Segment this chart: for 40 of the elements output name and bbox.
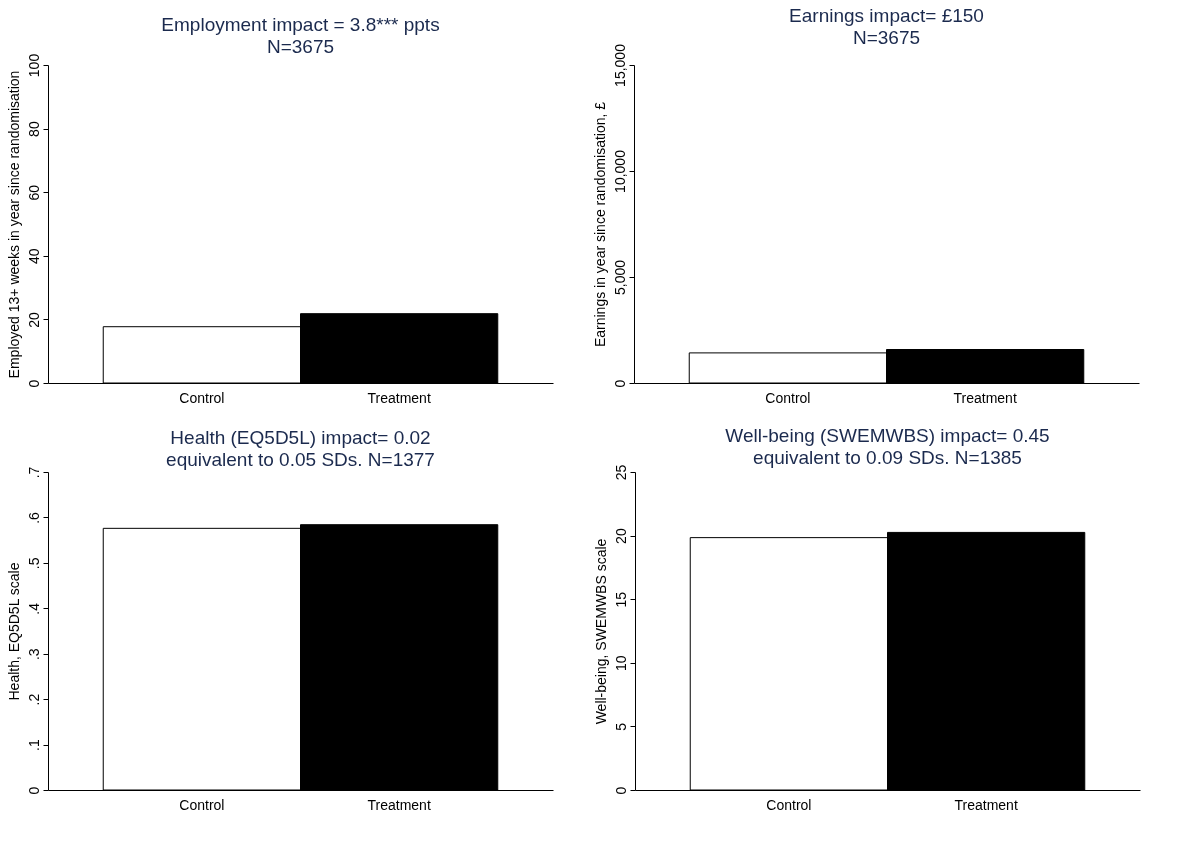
y-tick-label: 5 [612,722,629,731]
y-tick-label: 15,000 [611,43,628,87]
x-tick-label: Control [179,389,225,406]
x-tick-label: Treatment [954,796,1018,813]
x-tick-label: Treatment [367,389,431,406]
y-tick-label: 0 [25,786,42,795]
y-tick-label: 10 [612,655,629,672]
y-tick-label: 25 [612,464,629,481]
y-axis-title: Employed 13+ weeks in year since randomisation [5,70,22,379]
y-tick-label: 0 [612,786,629,795]
y-tick-label: 10,000 [611,149,628,193]
y-tick-label: .3 [25,648,42,661]
y-tick-label: .4 [25,602,42,615]
x-tick-label: Control [765,389,811,406]
y-tick-label: .5 [25,557,42,570]
y-tick-label: 20 [612,528,629,544]
y-tick-label: 20 [25,311,42,328]
y-tick-label: 0 [25,379,42,388]
y-tick-label: .7 [25,466,42,479]
y-tick-label: .1 [25,739,42,751]
x-tick-label: Control [179,796,225,813]
y-tick-label: 15 [612,591,629,608]
y-tick-label: .2 [25,693,42,706]
y-axis-title: Earnings in year since randomisation, £ [591,101,608,348]
y-axis-title: Health, EQ5D5L scale [5,562,22,701]
chart-title: Earnings impact= £150 N=3675 [789,4,984,48]
chart-title: Employment impact = 3.8*** ppts N=3675 [161,14,440,58]
x-tick-label: Treatment [953,389,1017,406]
chart-title: Health (EQ5D5L) impact= 0.02 equivalent to 0.05 SDs. N=1377 [166,427,435,471]
y-tick-label: 100 [25,53,42,78]
y-tick-label: 60 [25,184,42,201]
x-tick-label: Treatment [367,796,431,813]
y-tick-label: 80 [25,121,42,137]
y-tick-label: 0 [611,379,628,388]
y-tick-label: 40 [25,248,42,265]
y-axis-title: Well-being, SWEMWBS scale [592,538,609,725]
y-tick-label: 5,000 [611,259,628,296]
y-tick-label: .6 [25,511,42,524]
chart-title: Well-being (SWEMWBS) impact= 0.45 equivalent to 0.09 SDs. N=1385 [725,425,1050,469]
x-tick-label: Control [766,796,812,813]
